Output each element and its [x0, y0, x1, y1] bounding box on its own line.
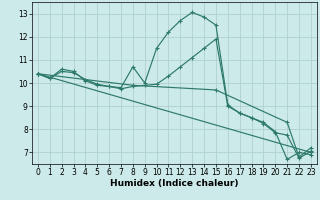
X-axis label: Humidex (Indice chaleur): Humidex (Indice chaleur): [110, 179, 239, 188]
